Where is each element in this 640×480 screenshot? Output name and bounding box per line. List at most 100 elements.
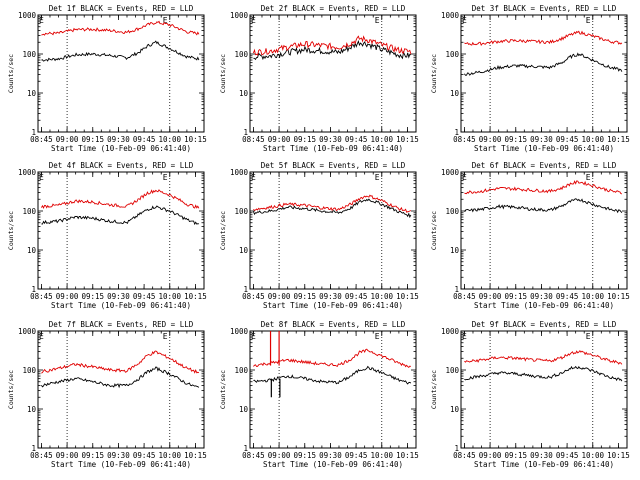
x-tick-label: 09:00 xyxy=(56,135,79,144)
lld-series-line xyxy=(464,180,623,195)
y-axis-label: Counts/sec xyxy=(430,211,438,250)
panel-det-6: Det 6f BLACK = Events, RED = LLD 1 10 100 10… xyxy=(430,161,630,310)
y-tick-label: 100 xyxy=(22,50,36,59)
events-series-line xyxy=(464,52,623,76)
x-tick-label: 09:15 xyxy=(293,292,316,301)
y-axis-label: Counts/sec xyxy=(219,211,227,250)
event-label: E xyxy=(375,16,380,25)
x-tick-label: 09:00 xyxy=(268,292,291,301)
x-axis-label: Start Time (10-Feb-09 06:41:40) xyxy=(51,301,191,310)
lld-series-line xyxy=(41,189,200,209)
x-tick-label: 09:30 xyxy=(530,135,553,144)
y-tick-label: 1 xyxy=(31,285,36,294)
x-tick-label: 08:45 xyxy=(30,292,53,301)
y-tick-label: 100 xyxy=(22,366,36,375)
y-axis-label: Counts/sec xyxy=(430,370,438,409)
plot-frame xyxy=(249,14,417,133)
y-axis-label: Counts/sec xyxy=(219,54,227,93)
x-axis-label: Start Time (10-Feb-09 06:41:40) xyxy=(263,301,403,310)
plot-frame xyxy=(460,171,628,290)
event-label: E xyxy=(462,16,467,25)
x-tick-label: 10:00 xyxy=(581,451,604,460)
x-tick-label: 08:45 xyxy=(453,451,476,460)
events-series-line xyxy=(464,365,623,382)
x-tick-label: 10:00 xyxy=(158,292,181,301)
y-axis-label: Counts/sec xyxy=(219,370,227,409)
x-tick-label: 09:30 xyxy=(530,451,553,460)
x-tick-label: 09:15 xyxy=(81,135,104,144)
plot-frame xyxy=(37,171,205,290)
x-tick-label: 10:00 xyxy=(158,451,181,460)
event-label: E xyxy=(462,173,467,182)
panel-title: Det 5f BLACK = Events, RED = LLD xyxy=(261,161,406,170)
y-axis-label: Counts/sec xyxy=(430,54,438,93)
events-series-line xyxy=(253,39,412,61)
x-tick-label: 09:00 xyxy=(268,135,291,144)
x-tick-label: 10:00 xyxy=(370,135,393,144)
event-label: E xyxy=(375,173,380,182)
event-label: E xyxy=(586,173,591,182)
x-axis-label: Start Time (10-Feb-09 06:41:40) xyxy=(51,144,191,153)
y-axis-label: Counts/sec xyxy=(7,54,15,93)
events-series-line xyxy=(464,198,623,214)
x-axis-label: Start Time (10-Feb-09 06:41:40) xyxy=(474,301,614,310)
y-tick-label: 100 xyxy=(445,207,459,216)
x-tick-label: 09:00 xyxy=(479,135,502,144)
panel-det-4: Det 4f BLACK = Events, RED = LLD 1 10 100 10… xyxy=(7,161,207,310)
lld-series-line xyxy=(252,35,412,56)
y-tick-label: 10 xyxy=(450,89,460,98)
x-tick-label: 10:00 xyxy=(581,135,604,144)
events-series-line xyxy=(41,366,200,389)
y-tick-label: 10 xyxy=(450,405,460,414)
event-label: E xyxy=(39,173,44,182)
x-tick-label: 10:00 xyxy=(158,135,181,144)
y-tick-label: 1 xyxy=(243,128,248,137)
x-tick-label: 09:45 xyxy=(556,451,579,460)
x-tick-label: 10:15 xyxy=(184,292,207,301)
y-tick-label: 1000 xyxy=(18,327,37,336)
x-tick-label: 09:45 xyxy=(345,451,368,460)
y-tick-label: 10 xyxy=(27,246,37,255)
y-tick-label: 1000 xyxy=(230,168,249,177)
x-tick-label: 09:30 xyxy=(107,135,130,144)
plot-frame xyxy=(37,330,205,449)
y-tick-label: 1 xyxy=(31,444,36,453)
x-tick-label: 09:15 xyxy=(504,135,527,144)
x-tick-label: 08:45 xyxy=(242,451,265,460)
y-tick-label: 100 xyxy=(445,366,459,375)
x-tick-label: 09:30 xyxy=(319,292,342,301)
y-tick-label: 1 xyxy=(454,285,459,294)
event-label: E xyxy=(251,173,256,182)
lld-series-line xyxy=(464,30,623,47)
x-tick-label: 08:45 xyxy=(453,292,476,301)
event-label: E xyxy=(39,332,44,341)
x-tick-label: 10:00 xyxy=(370,451,393,460)
y-tick-label: 1 xyxy=(243,285,248,294)
x-tick-label: 09:45 xyxy=(556,135,579,144)
y-axis-label: Counts/sec xyxy=(7,370,15,409)
lld-series-line xyxy=(41,20,200,36)
y-tick-label: 1000 xyxy=(441,168,460,177)
x-tick-label: 10:15 xyxy=(607,451,630,460)
event-label: E xyxy=(163,332,168,341)
panel-title: Det 3f BLACK = Events, RED = LLD xyxy=(472,4,617,13)
y-tick-label: 1000 xyxy=(230,327,249,336)
x-tick-label: 08:45 xyxy=(30,135,53,144)
lld-series-line xyxy=(253,348,412,369)
events-series-line xyxy=(252,198,412,219)
x-tick-label: 10:00 xyxy=(581,292,604,301)
y-axis-label: Counts/sec xyxy=(7,211,15,250)
event-label: E xyxy=(586,16,591,25)
x-tick-label: 09:30 xyxy=(319,135,342,144)
event-label: E xyxy=(251,16,256,25)
plot-frame xyxy=(460,330,628,449)
events-series-line xyxy=(41,205,199,226)
event-label: E xyxy=(163,16,168,25)
x-tick-label: 09:15 xyxy=(504,451,527,460)
event-label: E xyxy=(39,16,44,25)
y-tick-label: 10 xyxy=(239,89,249,98)
x-axis-label: Start Time (10-Feb-09 06:41:40) xyxy=(263,144,403,153)
panel-title: Det 2f BLACK = Events, RED = LLD xyxy=(261,4,406,13)
plot-frame xyxy=(37,14,205,133)
